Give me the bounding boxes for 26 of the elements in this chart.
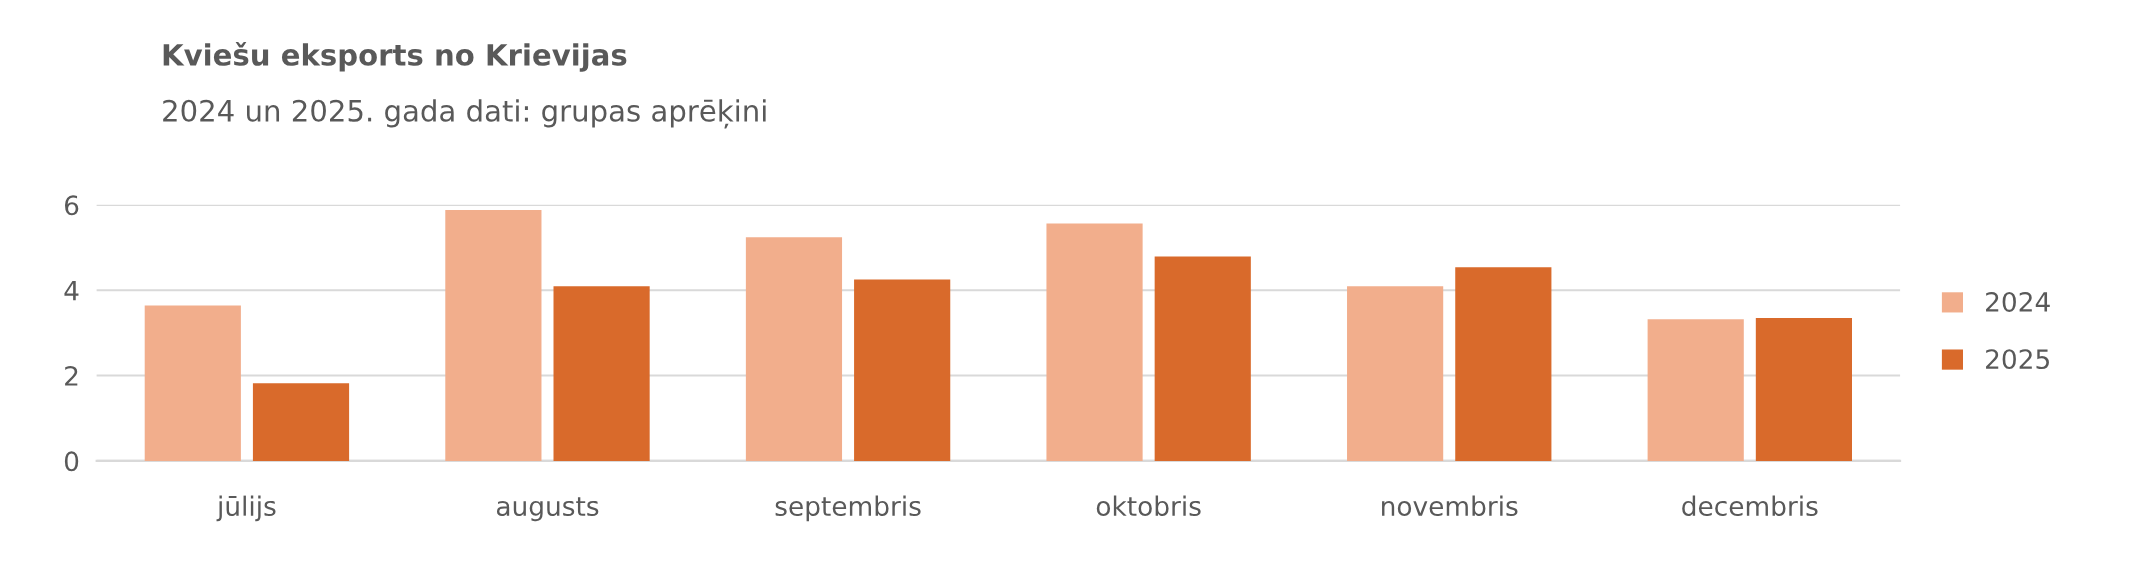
bar xyxy=(144,305,241,461)
y-tick-label: 2 xyxy=(65,365,78,386)
bar xyxy=(1755,317,1852,461)
bar xyxy=(1347,286,1444,461)
legend-label: 2024 xyxy=(1986,291,2050,312)
x-tick-label: septembris xyxy=(775,495,921,522)
bar xyxy=(445,209,542,461)
x-tick-label: augusts xyxy=(496,497,599,522)
y-tick-label: 0 xyxy=(64,451,79,472)
x-tick-label: decembris xyxy=(1682,495,1818,517)
bar xyxy=(1647,319,1744,461)
bar xyxy=(745,237,843,461)
y-tick-label: 4 xyxy=(64,280,79,301)
bar xyxy=(854,279,951,461)
bar xyxy=(1154,256,1251,461)
bar xyxy=(1455,267,1552,461)
bar xyxy=(553,286,650,461)
chart-title: Kviešu eksports no Krievijas xyxy=(163,42,627,72)
x-tick-label: novembris xyxy=(1382,495,1518,517)
x-tick-label: oktobris xyxy=(1096,495,1201,517)
bar xyxy=(1046,223,1143,461)
chart-subtitle: 2024 un 2025. gada dati: grupas aprēķini xyxy=(163,99,766,129)
x-tick-label: jūlijs xyxy=(216,495,276,522)
legend-label: 2025 xyxy=(1986,349,2049,370)
y-tick-label: 6 xyxy=(65,195,79,216)
bar xyxy=(252,383,350,461)
